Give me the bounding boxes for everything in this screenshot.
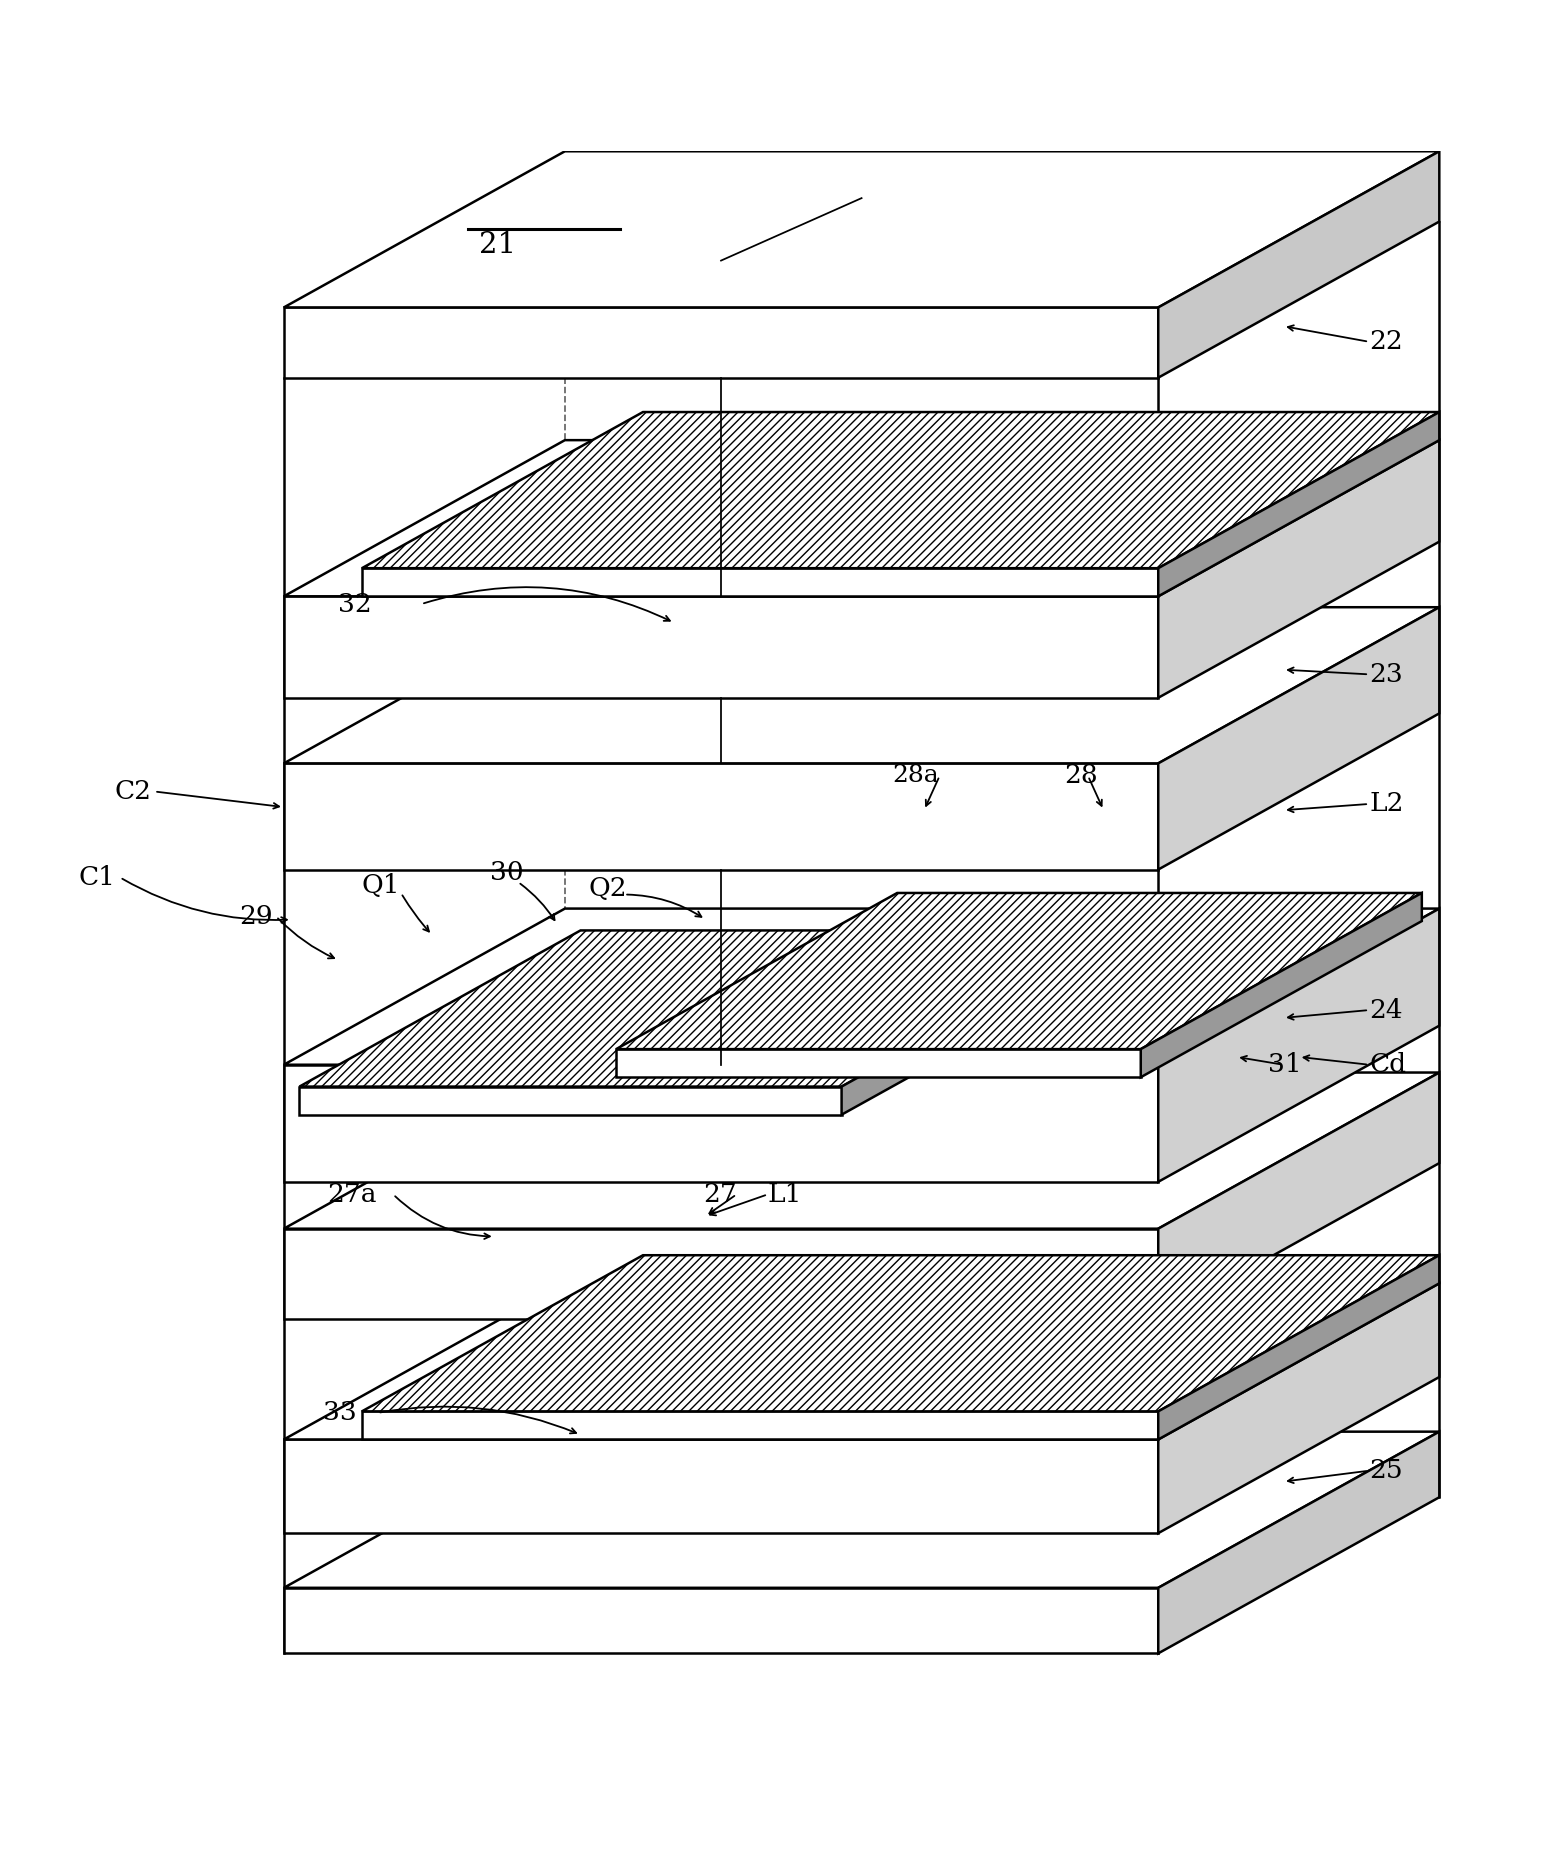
Text: 24: 24 (1370, 997, 1402, 1023)
Text: 27: 27 (704, 1182, 736, 1206)
Polygon shape (1158, 1072, 1440, 1320)
Text: 27a: 27a (328, 1182, 378, 1206)
Text: 21: 21 (480, 231, 516, 259)
Polygon shape (284, 1282, 1440, 1439)
Polygon shape (1158, 908, 1440, 1182)
Polygon shape (284, 1228, 1158, 1320)
Polygon shape (1158, 151, 1440, 378)
Polygon shape (284, 1072, 1440, 1228)
Text: Q2: Q2 (588, 876, 627, 900)
Text: L1: L1 (768, 1182, 802, 1206)
Polygon shape (1158, 440, 1440, 697)
Text: 28a: 28a (893, 764, 940, 787)
Polygon shape (362, 412, 1440, 569)
Polygon shape (1158, 608, 1440, 869)
Text: 29: 29 (240, 904, 273, 928)
Polygon shape (362, 1411, 1158, 1439)
Text: 31: 31 (1268, 1051, 1301, 1077)
Polygon shape (284, 1439, 1158, 1534)
Polygon shape (284, 764, 1158, 869)
Polygon shape (284, 908, 1440, 1064)
Polygon shape (1158, 412, 1440, 596)
Polygon shape (362, 1254, 1440, 1411)
Polygon shape (1158, 1254, 1440, 1439)
Polygon shape (616, 1049, 1141, 1077)
Polygon shape (284, 440, 1440, 596)
Polygon shape (284, 1588, 1158, 1653)
Polygon shape (299, 1087, 841, 1115)
Polygon shape (616, 893, 1421, 1049)
Polygon shape (841, 930, 1122, 1115)
Polygon shape (284, 151, 1440, 308)
Polygon shape (284, 596, 1158, 697)
Polygon shape (362, 569, 1158, 596)
Text: C1: C1 (78, 865, 116, 889)
Polygon shape (1158, 1282, 1440, 1534)
Polygon shape (1158, 1432, 1440, 1653)
Text: 30: 30 (490, 859, 523, 885)
Text: Cd: Cd (1370, 1051, 1406, 1077)
Polygon shape (1141, 893, 1421, 1077)
Text: 33: 33 (323, 1400, 357, 1426)
Polygon shape (284, 308, 1158, 378)
Text: C2: C2 (114, 779, 150, 803)
Polygon shape (299, 930, 1122, 1087)
Text: 32: 32 (338, 591, 373, 617)
Text: 28: 28 (1064, 764, 1098, 788)
Polygon shape (284, 1064, 1158, 1182)
Polygon shape (284, 1432, 1440, 1588)
Text: 23: 23 (1370, 662, 1402, 686)
Text: 25: 25 (1370, 1458, 1402, 1484)
Text: Q1: Q1 (362, 872, 401, 898)
Text: 22: 22 (1370, 330, 1402, 354)
Polygon shape (284, 608, 1440, 764)
Text: L2: L2 (1370, 792, 1404, 816)
